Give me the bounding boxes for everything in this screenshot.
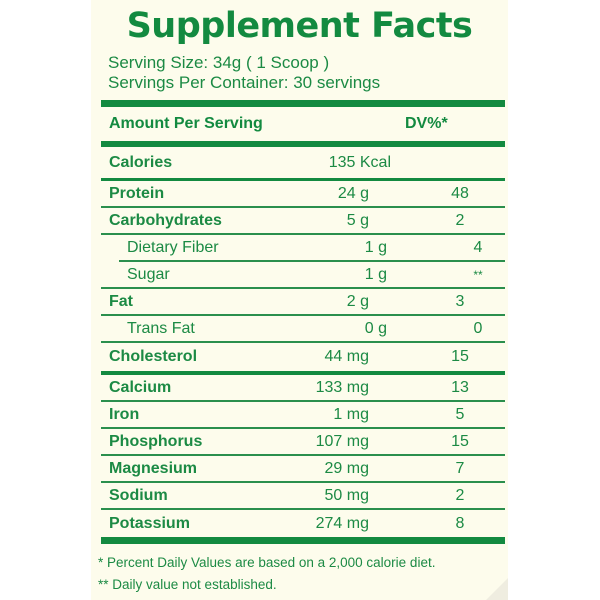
nutrient-dv: 48 xyxy=(451,184,469,202)
table-row-cholesterol: Cholesterol 44 mg 15 xyxy=(101,343,505,371)
divider xyxy=(101,287,505,289)
nutrient-name: Calories xyxy=(109,153,173,171)
table-row-sodium: Sodium 50 mg 2 xyxy=(101,483,505,508)
footnotes: * Percent Daily Values are based on a 2,… xyxy=(98,552,435,596)
divider xyxy=(101,206,505,208)
nutrient-amount: 2 g xyxy=(346,292,369,310)
nutrient-dv: 8 xyxy=(455,514,465,532)
divider-thick xyxy=(101,100,505,107)
nutrient-dv: 2 xyxy=(455,486,465,504)
serving-info: Serving Size: 34g ( 1 Scoop ) Servings P… xyxy=(108,53,380,93)
nutrient-dv: 15 xyxy=(451,348,469,365)
nutrient-amount: 24 g xyxy=(337,184,369,202)
table-row-protein: Protein 24 g 48 xyxy=(101,181,505,206)
nutrient-dv: 7 xyxy=(455,459,465,477)
page-corner-fold xyxy=(486,578,508,600)
table-row-fat: Fat 2 g 3 xyxy=(101,289,505,314)
nutrient-dv: 4 xyxy=(473,238,483,256)
nutrient-name: Iron xyxy=(109,405,140,423)
nutrient-name: Sodium xyxy=(109,486,168,504)
nutrient-dv: 13 xyxy=(451,378,469,396)
label-title: Supplement Facts xyxy=(126,6,473,46)
nutrient-dv: ** xyxy=(473,267,483,282)
divider xyxy=(101,341,505,343)
nutrient-amount: 1 mg xyxy=(333,405,369,423)
divider xyxy=(101,314,505,316)
nutrient-dv xyxy=(391,154,502,172)
table-row-potassium: Potassium 274 mg 8 xyxy=(101,510,505,537)
table-row-calcium: Calcium 133 mg 13 xyxy=(101,375,505,400)
nutrient-dv: 3 xyxy=(455,292,465,310)
nutrient-name: Fat xyxy=(109,292,133,310)
divider-thick xyxy=(101,141,505,147)
divider xyxy=(101,400,505,402)
nutrient-amount: 107 mg xyxy=(315,432,369,450)
nutrient-name: Phosphorus xyxy=(109,432,203,450)
nutrient-name: Calcium xyxy=(109,378,172,396)
divider-thick xyxy=(101,537,505,544)
nutrient-name: Sugar xyxy=(127,265,170,283)
nutrient-amount: 0 g xyxy=(364,319,387,337)
nutrient-amount: 29 mg xyxy=(324,459,369,477)
table-row-calories: Calories 135 Kcal xyxy=(101,147,505,178)
nutrient-name: Cholesterol xyxy=(109,348,198,365)
nutrient-dv: 5 xyxy=(455,405,465,423)
nutrient-dv: 15 xyxy=(451,432,469,450)
nutrient-name: Protein xyxy=(109,184,165,202)
nutrient-table: Amount Per Serving DV%* Calories 135 Kca… xyxy=(101,100,505,544)
nutrient-amount: 1 g xyxy=(364,238,387,256)
nutrient-amount: 274 mg xyxy=(315,514,369,532)
table-row-magnesium: Magnesium 29 mg 7 xyxy=(101,456,505,481)
footnote-not-established: ** Daily value not established. xyxy=(98,577,277,592)
header-dv-percent: DV%* xyxy=(405,115,448,132)
nutrient-amount: 50 mg xyxy=(324,486,369,504)
nutrient-name: Dietary Fiber xyxy=(127,238,219,256)
nutrient-name: Magnesium xyxy=(109,459,198,477)
divider-indented xyxy=(119,260,505,262)
footnote-daily-values: * Percent Daily Values are based on a 2,… xyxy=(98,555,436,570)
divider-thick xyxy=(101,371,505,375)
table-row-iron: Iron 1 mg 5 xyxy=(101,402,505,427)
nutrient-dv: 2 xyxy=(455,211,465,229)
header-amount-per-serving: Amount Per Serving xyxy=(109,115,263,132)
divider xyxy=(101,508,505,510)
nutrient-amount: 135 Kcal xyxy=(328,153,391,171)
nutrient-amount: 5 g xyxy=(346,211,369,229)
divider xyxy=(101,481,505,483)
supplement-facts-panel: Supplement Facts Serving Size: 34g ( 1 S… xyxy=(91,0,508,600)
nutrient-amount: 133 mg xyxy=(315,378,369,396)
nutrient-name: Potassium xyxy=(109,514,190,532)
table-row-sugar: Sugar 1 g ** xyxy=(101,262,505,287)
servings-per-container: Servings Per Container: 30 servings xyxy=(108,73,381,92)
table-row-carbohydrates: Carbohydrates 5 g 2 xyxy=(101,208,505,233)
nutrient-amount: 1 g xyxy=(364,265,387,283)
table-row-trans-fat: Trans Fat 0 g 0 xyxy=(101,316,505,341)
table-row-phosphorus: Phosphorus 107 mg 15 xyxy=(101,429,505,454)
nutrient-name: Trans Fat xyxy=(127,319,195,337)
table-row-dietary-fiber: Dietary Fiber 1 g 4 xyxy=(101,235,505,260)
serving-size: Serving Size: 34g ( 1 Scoop ) xyxy=(108,53,330,72)
divider xyxy=(101,178,505,181)
table-header: Amount Per Serving DV%* xyxy=(101,107,505,141)
nutrient-amount: 44 mg xyxy=(324,348,369,365)
divider xyxy=(101,233,505,235)
divider xyxy=(101,454,505,456)
divider xyxy=(101,427,505,429)
nutrient-dv: 0 xyxy=(473,319,483,337)
nutrient-name: Carbohydrates xyxy=(109,211,222,229)
